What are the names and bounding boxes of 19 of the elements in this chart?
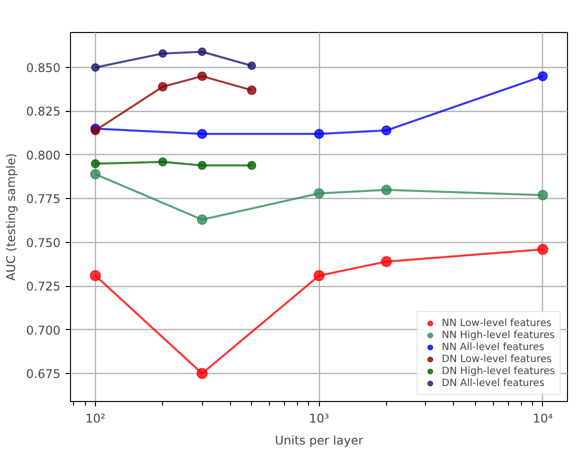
y-tick-label: 0.700 <box>26 323 61 338</box>
x-tick-label: 10² <box>85 412 106 426</box>
y-tick-label: 0.825 <box>26 104 61 119</box>
y-axis-title: AUC (testing sample) <box>4 153 18 281</box>
y-tick-label: 0.800 <box>26 148 61 162</box>
legend-label: DN High-level features <box>442 365 555 377</box>
legend-label: NN High-level features <box>442 329 555 341</box>
y-tick-label: 0.775 <box>26 192 61 206</box>
y-tick-label: 0.675 <box>26 367 61 382</box>
y-tick-label: 0.750 <box>26 236 61 250</box>
x-axis-title: Units per layer <box>274 434 364 448</box>
x-tick-label: 10⁴ <box>532 412 553 426</box>
legend-label: DN Low-level features <box>442 353 552 365</box>
legend-label: NN All-level features <box>442 341 544 353</box>
legend-label: NN Low-level features <box>442 317 552 329</box>
y-tick-label: 0.850 <box>26 60 61 75</box>
y-tick-label: 0.725 <box>26 280 61 294</box>
x-tick-label: 10³ <box>309 412 330 426</box>
legend-label: DN All-level features <box>442 377 544 389</box>
